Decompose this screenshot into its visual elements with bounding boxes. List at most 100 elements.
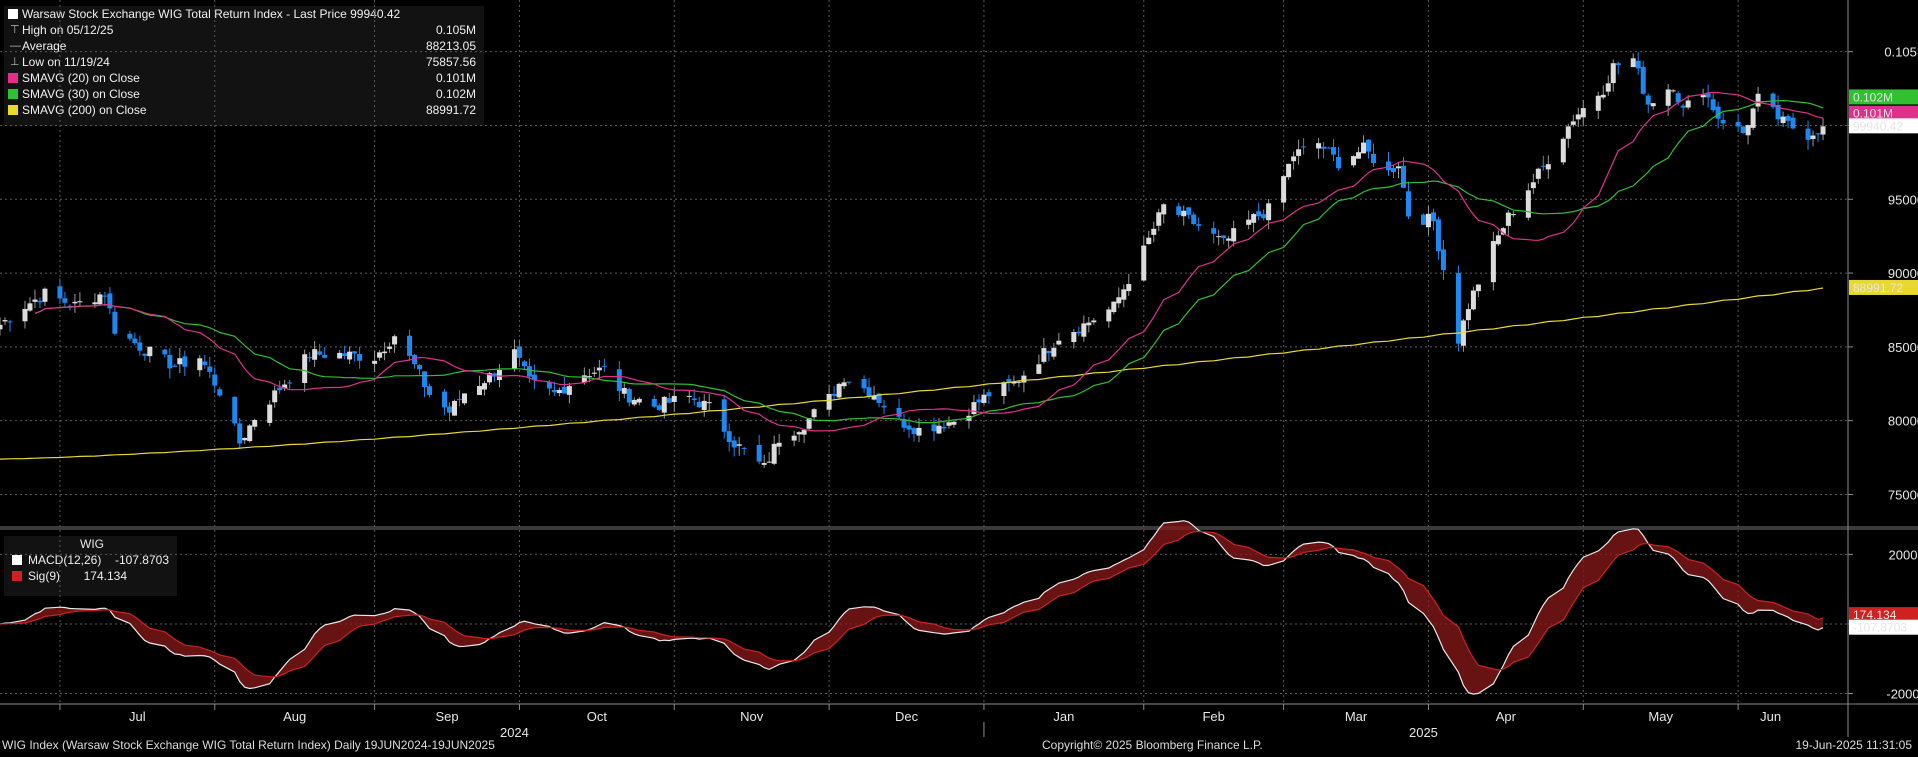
candle-body: [1336, 156, 1342, 169]
candle-body: [551, 389, 557, 393]
candle-body: [22, 308, 28, 322]
candle-body: [1081, 323, 1087, 337]
low-marker-icon: ⊥: [10, 56, 20, 68]
sma30-value: 0.102M: [435, 87, 476, 101]
candle-body: [1810, 135, 1816, 139]
candle-body: [1680, 105, 1686, 108]
candle-body: [1545, 164, 1551, 170]
macd-legend-title: WIG: [80, 537, 104, 551]
white-square-icon: [8, 9, 18, 19]
legend-title-row: Warsaw Stock Exchange WIG Total Return I…: [4, 6, 484, 22]
x-tick-label-year: 2024: [500, 725, 529, 738]
candle-body: [1086, 322, 1092, 326]
y-tick-label-price: 75000: [1888, 487, 1918, 502]
sma30-label: SMAVG (30) on Close: [22, 87, 140, 101]
legend-sma200-row: SMAVG (200) on Close 88991.72: [4, 102, 484, 118]
candle-body: [1356, 152, 1362, 159]
candle-body: [841, 382, 847, 387]
candle-body: [1500, 228, 1506, 235]
candle-body: [1560, 138, 1566, 163]
candle-body: [671, 395, 677, 402]
candle-body: [1645, 95, 1651, 105]
macd-legend-macd-row: MACD(12,26) -107.8703: [4, 552, 177, 568]
candle-body: [1385, 161, 1391, 171]
candle-body: [1196, 224, 1202, 226]
candle-body: [1430, 212, 1436, 222]
average-marker-icon: —: [10, 40, 21, 52]
sma20-value-tag-bg: [1849, 105, 1918, 121]
candle-body: [1395, 166, 1401, 169]
candle-body: [307, 357, 313, 359]
high-marker-icon: ⊤: [10, 24, 20, 36]
candle-body: [1211, 228, 1217, 234]
candle-body: [581, 375, 587, 383]
candle-body: [1001, 382, 1007, 396]
sma200-value-tag-bg: [1849, 279, 1918, 295]
candle-body: [1780, 116, 1786, 124]
candle-body: [1455, 273, 1461, 344]
average-label: Average: [22, 39, 67, 53]
candle-body: [1705, 93, 1711, 98]
candle-body: [836, 383, 842, 398]
candle-body: [1435, 219, 1441, 252]
candle-body: [566, 386, 572, 395]
candle-body: [452, 400, 458, 416]
candle-body: [1775, 104, 1781, 120]
candle-body: [287, 382, 293, 384]
sma200-value-tag: 88991.72: [1853, 281, 1903, 295]
candle-body: [896, 407, 902, 417]
candle-body: [1470, 290, 1476, 310]
candle-body: [1490, 241, 1496, 283]
candle-body: [736, 444, 742, 446]
candle-body: [1685, 100, 1691, 108]
candle-body: [322, 354, 328, 358]
candle-body: [347, 351, 353, 360]
candle-body: [941, 426, 947, 429]
candle-body: [1161, 204, 1167, 215]
chart-canvas[interactable]: Jul Aug Sep Oct Nov Dec Jan Feb Mar Apr May Jun 2024…: [0, 0, 1918, 738]
candle-body: [1540, 165, 1546, 167]
candle-body: [342, 353, 348, 356]
candle-body: [481, 383, 487, 390]
signal-label: Sig(9): [28, 569, 61, 583]
x-tick-label-month: Sep: [435, 709, 458, 724]
signal-value-tag-bg: [1849, 607, 1918, 623]
candle-body: [1361, 142, 1367, 154]
candle-body: [1316, 143, 1322, 149]
x-tick-label-month: Jan: [1053, 709, 1074, 724]
candle-body: [1605, 83, 1611, 92]
candle-body: [387, 346, 393, 349]
macd-legend-sig-row: Sig(9) 174.134: [4, 568, 177, 584]
candle-body: [1460, 320, 1466, 346]
candle-body: [696, 401, 702, 408]
candle-body: [442, 391, 448, 408]
candle-body: [2, 320, 8, 322]
candle-body: [1366, 139, 1372, 152]
candle-body: [37, 300, 43, 303]
candle-body: [7, 321, 13, 323]
candle-body: [242, 438, 248, 441]
candle-body: [1600, 94, 1606, 98]
candle-body: [202, 361, 208, 366]
candle-body: [1475, 284, 1481, 292]
candle-body: [427, 386, 433, 395]
candle-body: [447, 406, 453, 413]
candle-body: [127, 333, 133, 339]
signal-value-tag: 174.134: [1853, 608, 1897, 622]
candle-body: [1425, 213, 1431, 228]
candle-body: [1296, 149, 1302, 156]
high-label: High on 05/12/25: [22, 23, 114, 37]
candle-body: [1595, 95, 1601, 111]
candle-body: [951, 421, 957, 425]
candle-body: [881, 405, 887, 408]
candle-body: [596, 367, 602, 371]
candle-body: [357, 354, 363, 361]
candle-body: [1056, 340, 1062, 345]
candle-body: [1191, 214, 1197, 225]
candle-body: [1610, 63, 1616, 84]
candle-body: [112, 311, 118, 334]
candle-body: [831, 393, 837, 396]
candle-body: [1291, 156, 1297, 162]
candle-body: [626, 388, 632, 403]
